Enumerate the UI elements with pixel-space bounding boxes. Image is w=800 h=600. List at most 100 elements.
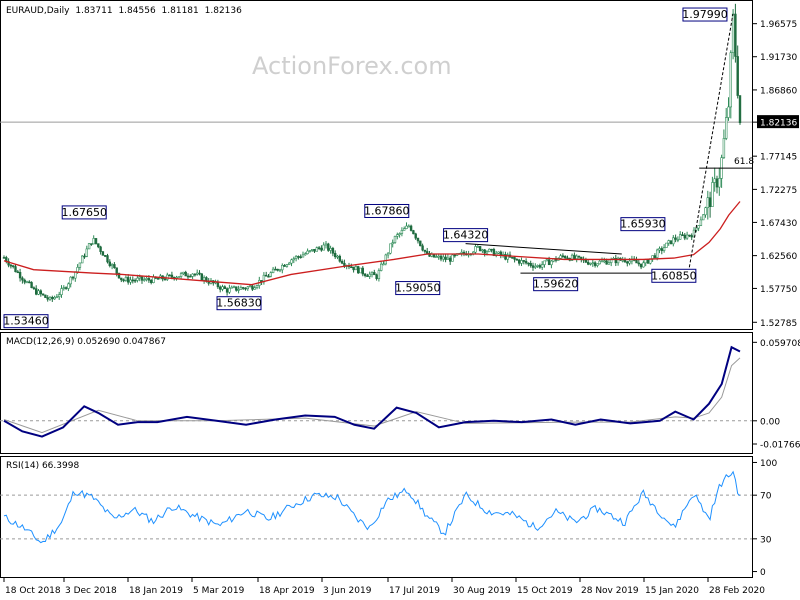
candle-body bbox=[191, 273, 194, 277]
fib-swing-line bbox=[688, 13, 734, 268]
candle-body bbox=[99, 246, 102, 252]
candle-body bbox=[616, 257, 620, 264]
candle-body bbox=[559, 255, 562, 259]
candle-body bbox=[25, 281, 29, 284]
candle-body bbox=[425, 251, 429, 254]
candle-body bbox=[626, 261, 629, 264]
candle-body bbox=[131, 279, 134, 282]
candle-body bbox=[14, 266, 17, 273]
candle-body bbox=[534, 265, 537, 268]
candle-body bbox=[660, 248, 664, 251]
candle-body bbox=[133, 279, 137, 282]
candle-body bbox=[655, 249, 659, 258]
candle-body bbox=[566, 257, 569, 260]
candle-body bbox=[442, 256, 445, 260]
candle-body bbox=[368, 273, 371, 277]
candle-body bbox=[304, 253, 307, 256]
candle-body bbox=[400, 230, 404, 234]
macd-line bbox=[3, 345, 741, 438]
candle-body bbox=[322, 244, 325, 251]
candle-body bbox=[389, 243, 392, 254]
candle-body bbox=[412, 230, 415, 235]
candle-body bbox=[603, 260, 606, 263]
candle-body bbox=[727, 106, 730, 118]
candle-body bbox=[97, 243, 100, 248]
candle-body bbox=[540, 264, 544, 268]
candle-body bbox=[589, 263, 592, 265]
candle-body bbox=[196, 272, 199, 275]
candle-body bbox=[515, 258, 519, 261]
watermark: ActionForex.com bbox=[252, 52, 452, 80]
macd-panel-title: MACD(12,26,9) 0.052690 0.047867 bbox=[6, 337, 166, 347]
candle-body bbox=[614, 257, 618, 264]
candle-body bbox=[333, 252, 337, 258]
annotation-label: 1.59620 bbox=[533, 278, 579, 291]
candle-body bbox=[221, 286, 224, 290]
candle-body bbox=[182, 271, 185, 274]
candle-body bbox=[264, 274, 268, 277]
candle-body bbox=[386, 252, 390, 256]
candle-body bbox=[370, 272, 374, 275]
candle-body bbox=[48, 296, 52, 300]
candle-body bbox=[21, 277, 24, 281]
candle-body bbox=[644, 259, 647, 264]
candle-body bbox=[253, 287, 256, 290]
candle-body bbox=[488, 248, 491, 252]
rsi-panel-title: RSI(14) 66.3998 bbox=[6, 461, 79, 471]
annotation-label: 1.60850 bbox=[651, 269, 697, 282]
candle-body bbox=[699, 219, 703, 226]
candle-body bbox=[46, 297, 49, 300]
candle-body bbox=[724, 117, 728, 139]
candle-body bbox=[497, 251, 500, 254]
candle-body bbox=[596, 263, 599, 266]
candle-body bbox=[83, 255, 86, 258]
time-tick-label: 3 Dec 2018 bbox=[65, 586, 117, 596]
candle-body bbox=[278, 269, 282, 272]
candle-body bbox=[396, 234, 399, 237]
candle-body bbox=[492, 249, 496, 256]
time-tick-label: 5 Mar 2019 bbox=[193, 586, 245, 596]
time-tick-label: 18 Oct 2018 bbox=[5, 586, 61, 596]
annotation-box bbox=[651, 268, 697, 283]
candle-body bbox=[635, 260, 638, 264]
candle-body bbox=[313, 249, 316, 252]
candle-body bbox=[106, 255, 109, 263]
rsi-tick-label: 100 bbox=[760, 459, 777, 469]
candle-body bbox=[248, 285, 252, 288]
candle-body bbox=[338, 255, 341, 262]
candle-body bbox=[71, 276, 75, 279]
candle-body bbox=[283, 265, 286, 267]
candle-body bbox=[373, 272, 376, 276]
candle-body bbox=[267, 275, 270, 278]
time-tick-label: 30 Aug 2019 bbox=[453, 586, 511, 596]
time-axis: 18 Oct 2018 3 Dec 2018 18 Jan 2019 5 Mar 20… bbox=[3, 577, 765, 596]
time-tick-label: 15 Oct 2019 bbox=[517, 586, 573, 596]
candle-body bbox=[64, 287, 68, 289]
candle-body bbox=[170, 274, 174, 278]
candle-body bbox=[672, 237, 675, 245]
candle-body bbox=[317, 247, 321, 249]
candle-body bbox=[428, 252, 431, 257]
time-tick-label: 3 Jun 2019 bbox=[323, 586, 372, 596]
candle-body bbox=[150, 279, 153, 283]
candle-body bbox=[67, 283, 70, 289]
price-tick-label: 1.77145 bbox=[760, 153, 797, 163]
candle-body bbox=[734, 13, 737, 57]
price-tick-label: 1.52785 bbox=[760, 319, 797, 329]
candle-body bbox=[244, 287, 247, 290]
candle-body bbox=[186, 275, 190, 278]
candle-body bbox=[108, 261, 112, 267]
candle-body bbox=[651, 255, 654, 259]
candle-body bbox=[736, 56, 739, 96]
candle-body bbox=[350, 266, 353, 269]
price-panel-frame bbox=[0, 0, 753, 330]
candle-body bbox=[520, 260, 523, 264]
candle-body bbox=[600, 260, 604, 263]
candle-body bbox=[513, 257, 516, 260]
candle-body bbox=[156, 278, 160, 280]
candle-body bbox=[140, 276, 144, 281]
candle-body bbox=[359, 267, 362, 274]
candle-body bbox=[120, 277, 123, 281]
macd-series bbox=[0, 345, 752, 438]
